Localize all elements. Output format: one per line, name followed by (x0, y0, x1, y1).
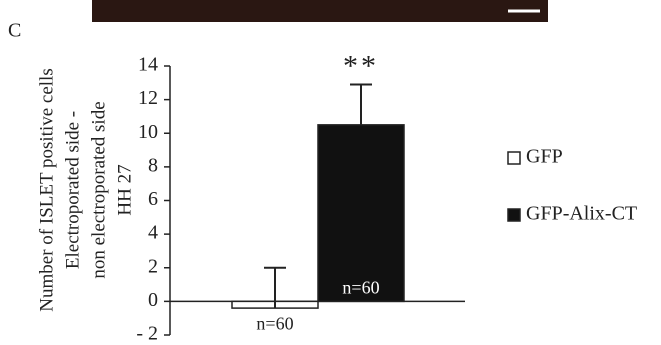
micrograph-strip (92, 0, 548, 22)
y-tick-label: 0 (148, 289, 158, 311)
y-tick-label: 2 (148, 255, 158, 277)
y-axis-label: Number of ISLET positive cells Electropor… (36, 68, 135, 311)
y-tick-label: - 2 (136, 323, 158, 345)
bar (317, 124, 405, 303)
y-tick-label: 8 (148, 154, 158, 176)
y-tick-label: 12 (138, 87, 158, 109)
n-label: n=60 (342, 278, 379, 298)
panel-label: C (8, 20, 21, 42)
significance: ** (343, 49, 379, 82)
y-tick-label: 14 (138, 54, 158, 76)
y-tick-label: 4 (148, 222, 158, 244)
y-axis-label-line: Electroporated side - (62, 111, 83, 269)
y-axis-label-line: non electroporated side (88, 101, 109, 278)
y-axis-label-line: HH 27 (114, 164, 135, 215)
legend-label: GFP-Alix-CT (526, 203, 637, 225)
y-axis-label-line: Number of ISLET positive cells (36, 68, 57, 311)
legend-swatch (507, 151, 521, 165)
y-tick-label: 6 (148, 188, 158, 210)
legend-swatch (507, 208, 521, 222)
legend-label: GFP (526, 146, 563, 168)
y-tick-label: 10 (138, 121, 158, 143)
n-label: n=60 (256, 314, 293, 334)
